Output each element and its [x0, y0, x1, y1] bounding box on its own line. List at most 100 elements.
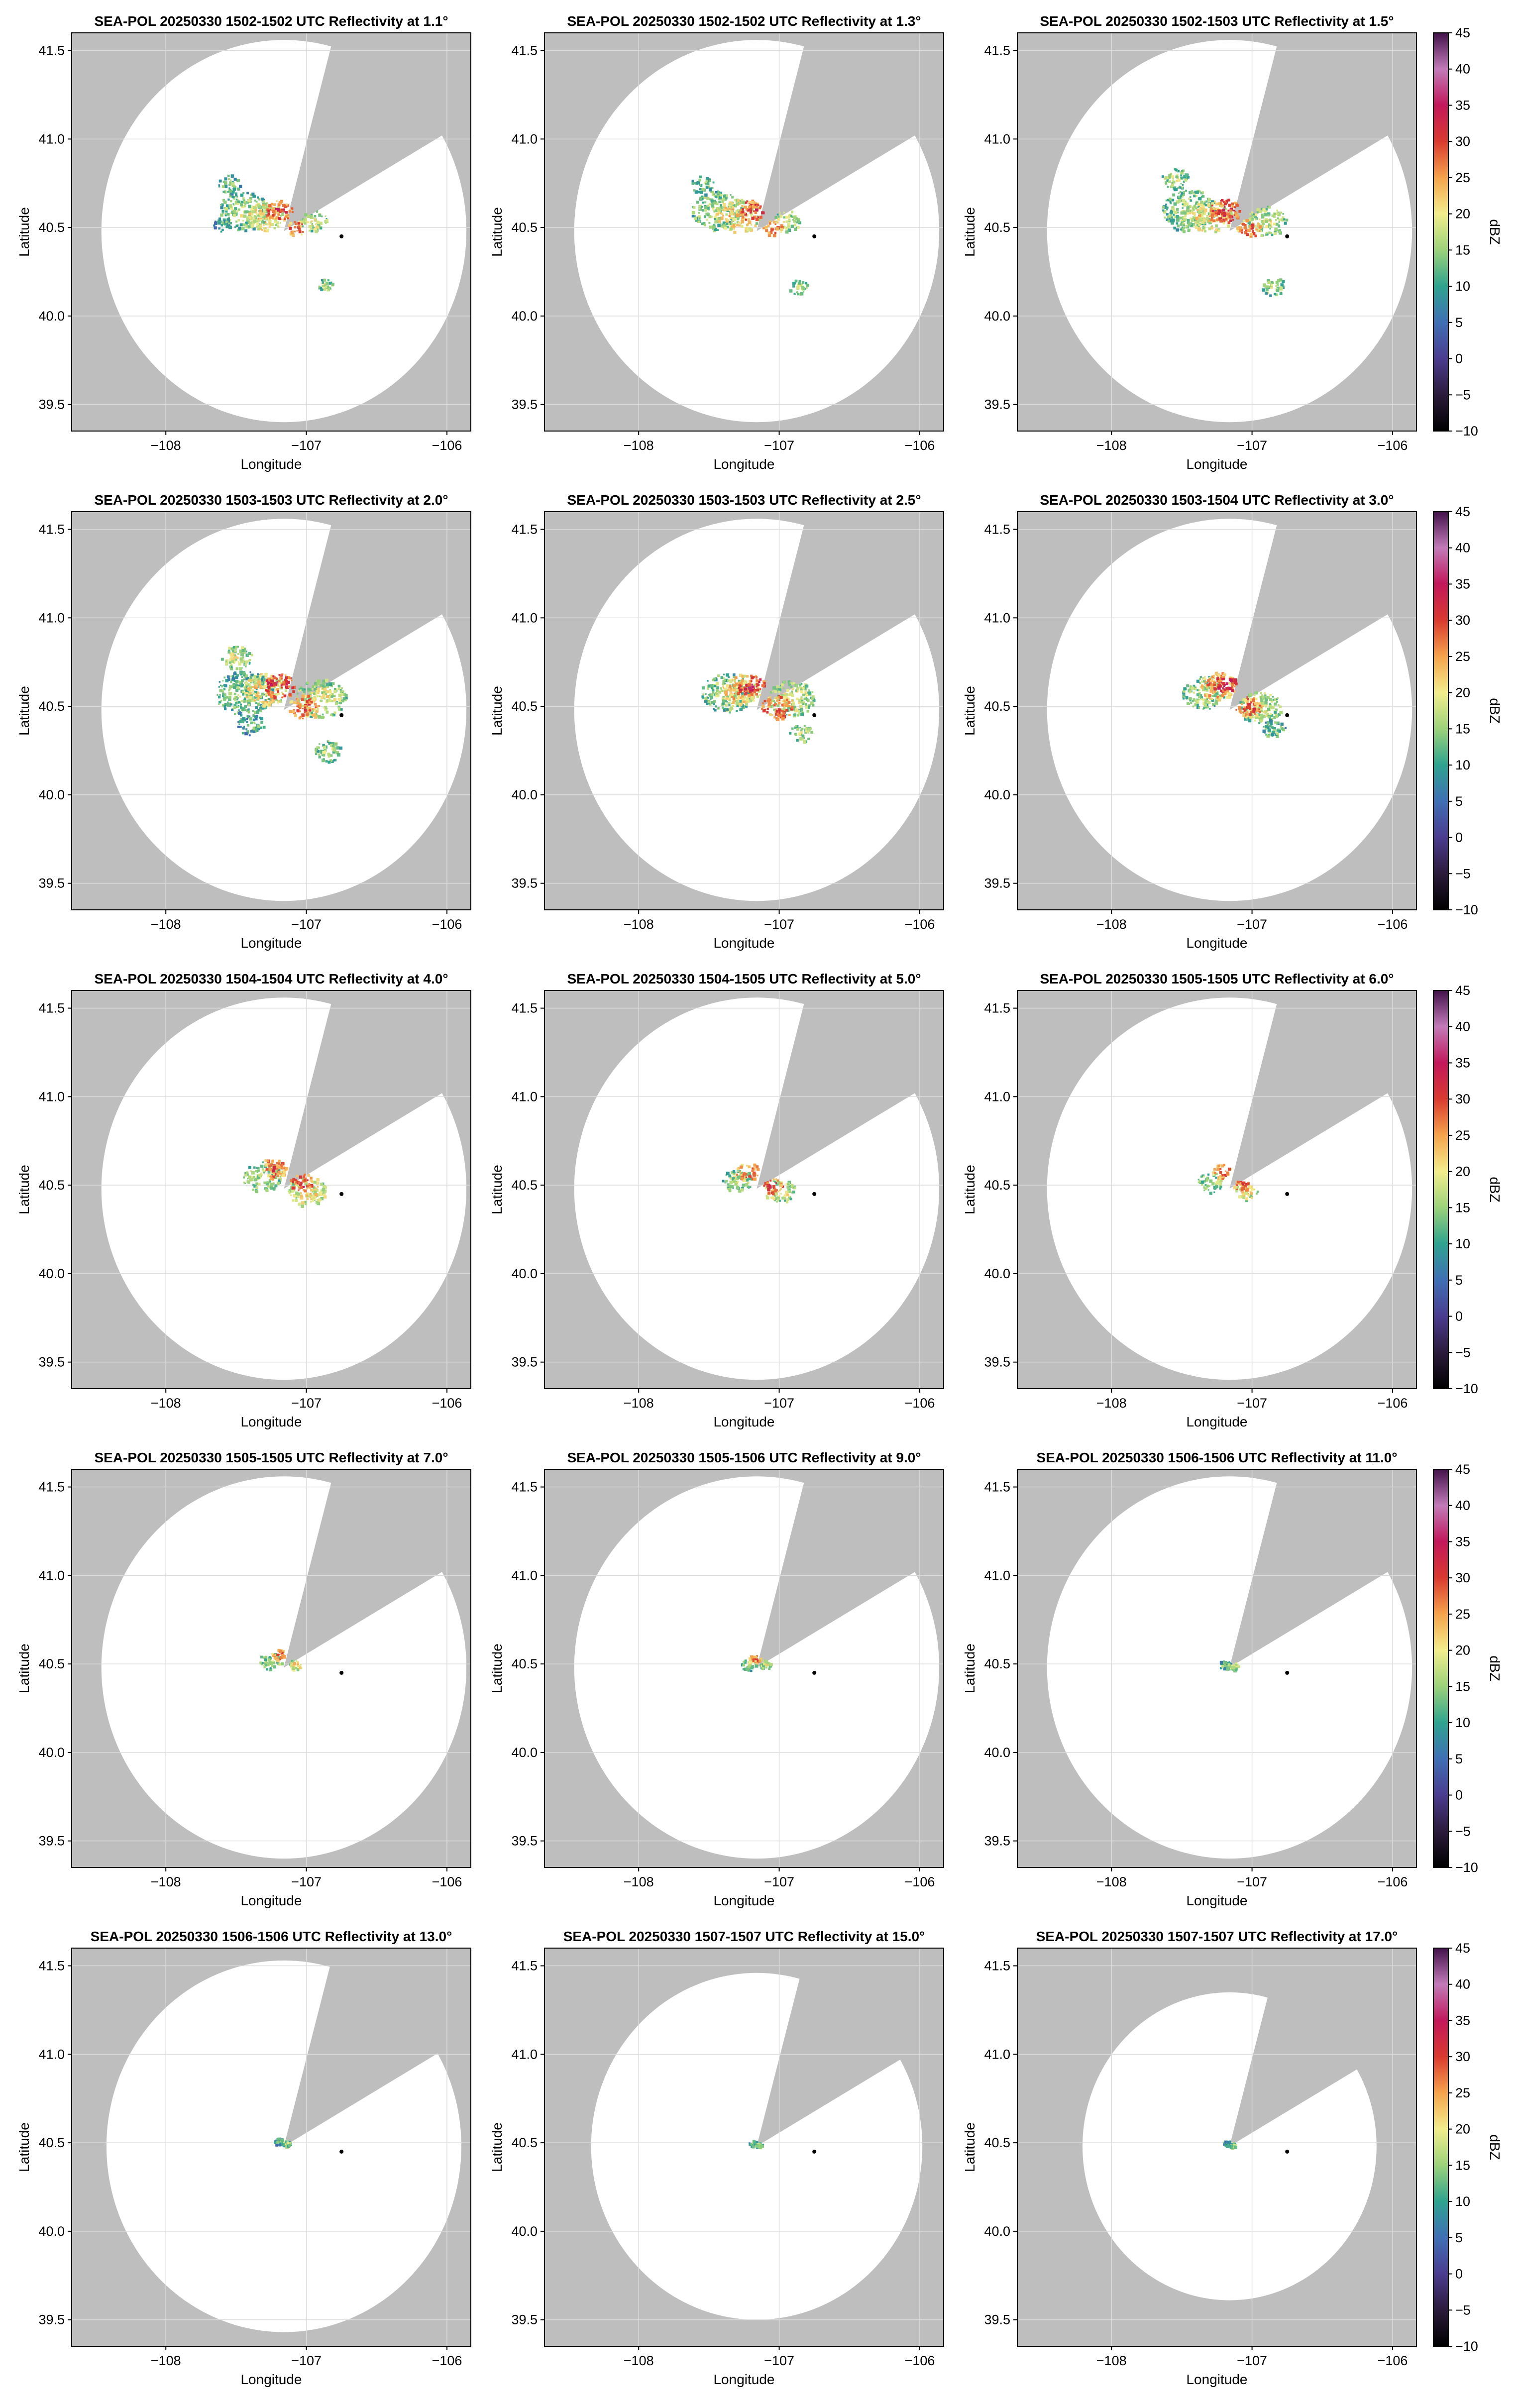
echo-pixel-c0: [1166, 213, 1169, 216]
echo-pixel-c2: [1225, 682, 1228, 685]
echo-pixel-c0: [256, 1175, 260, 1179]
echo-pixel-c0: [261, 692, 264, 696]
echo-pixel-c0: [1199, 676, 1202, 678]
x-tick-label: −108: [624, 438, 654, 453]
echo-pixel-c1: [1198, 223, 1200, 226]
echo-pixel-c4: [311, 712, 313, 714]
echo-pixel-c0: [230, 212, 232, 215]
echo-pixel-c0: [1196, 689, 1199, 691]
echo-pixel-c4: [1253, 707, 1256, 711]
echo-pixel-c4: [781, 710, 784, 713]
echo-pixel-c0: [244, 709, 246, 712]
echo-pixel-c0: [730, 218, 733, 220]
echo-pixel-c4: [1270, 226, 1273, 228]
echo-pixel-c0: [729, 211, 731, 213]
echo-pixel-c0: [731, 1171, 734, 1174]
echo-pixel-c2: [269, 681, 272, 684]
echo-pixel-c0: [238, 712, 241, 715]
echo-pixel-c4: [1246, 703, 1249, 706]
echo-pixel-c0: [246, 684, 248, 687]
echo-pixel-c1: [1210, 683, 1213, 686]
echo-pixel-c2: [744, 213, 748, 216]
echo-pixel-c0: [241, 676, 243, 678]
echo-pixel-c1: [270, 701, 273, 704]
echo-pixel-c1: [267, 1163, 270, 1166]
echo-pixel-c1: [1204, 694, 1207, 697]
echo-pixel-c2: [314, 1196, 317, 1199]
echo-pixel-c2: [272, 214, 275, 217]
echo-pixel-c2: [1250, 1188, 1254, 1191]
echo-pixel-c0: [708, 694, 710, 696]
echo-pixel-c0: [1192, 219, 1195, 222]
echo-pixel-c0: [244, 229, 248, 232]
echo-pixel-c3: [225, 662, 228, 665]
echo-pixel-c2: [314, 1187, 317, 1190]
echo-pixel-c1: [1204, 225, 1206, 227]
echo-pixel-c1: [748, 227, 752, 231]
echo-pixel-c0: [245, 221, 248, 225]
echo-pixel-c4: [1260, 224, 1264, 228]
y-tick-label: 41.5: [38, 43, 65, 58]
echo-pixel-c0: [1196, 704, 1199, 706]
echo-pixel-c1: [1213, 677, 1215, 679]
echo-pixel-c4: [1243, 706, 1246, 708]
echo-pixel-c0: [217, 694, 218, 696]
echo-pixel-c0: [251, 1176, 254, 1179]
echo-pixel-c6: [1263, 283, 1266, 287]
echo-pixel-c0: [1190, 218, 1193, 220]
echo-pixel-c3: [1256, 711, 1258, 713]
plot-area: [544, 990, 944, 1389]
echo-pixel-c2: [300, 1194, 303, 1198]
echo-pixel-c1: [734, 678, 736, 680]
echo-pixel-c0: [233, 672, 236, 675]
echo-pixel-c2: [270, 203, 273, 206]
echo-pixel-c1: [753, 699, 755, 702]
echo-pixel-c3: [711, 187, 714, 189]
echo-pixel-c3: [1270, 713, 1272, 715]
echo-pixel-c2: [741, 210, 745, 214]
echo-pixel-c2: [312, 1200, 315, 1202]
echo-pixel-c0: [735, 697, 737, 699]
echo-pixel-c1: [279, 222, 281, 224]
echo-pixel-c3: [299, 1183, 302, 1186]
echo-pixel-c4: [309, 692, 312, 694]
echo-pixel-c2: [276, 681, 278, 683]
colorbar-tick-label: −5: [1455, 387, 1471, 402]
echo-pixel-c4: [779, 215, 783, 218]
echo-pixel-c3: [233, 661, 235, 664]
echo-pixel-c1: [1197, 216, 1201, 220]
echo-pixel-c4: [1246, 711, 1249, 714]
echo-pixel-c1: [746, 214, 749, 217]
echo-pixel-c2: [758, 207, 761, 210]
y-tick-label: 41.0: [511, 131, 538, 146]
echo-pixel-c5: [301, 694, 305, 698]
echo-pixel-c5: [1275, 733, 1278, 736]
echo-pixel-c3: [1244, 717, 1248, 721]
echo-pixel-c4: [333, 711, 336, 714]
echo-pixel-c2: [267, 677, 271, 681]
echo-pixel-c0: [255, 218, 257, 219]
echo-pixel-c2: [789, 1185, 792, 1188]
echo-pixel-c3: [772, 686, 776, 690]
echo-pixel-c0: [1176, 200, 1180, 204]
echo-pixel-c1: [743, 679, 746, 683]
echo-pixel-c0: [711, 687, 713, 689]
echo-pixel-c5: [297, 222, 301, 225]
echo-pixel-c0: [260, 1655, 263, 1658]
echo-pixel-c4: [334, 688, 336, 690]
echo-pixel-c0: [726, 701, 728, 703]
echo-pixel-c1: [1209, 211, 1212, 214]
echo-pixel-c2: [277, 203, 281, 207]
echo-pixel-c2: [786, 1186, 789, 1189]
echo-pixel-c3: [772, 1193, 775, 1196]
echo-pixel-c6: [323, 758, 325, 760]
echo-pixel-c1: [735, 224, 737, 226]
echo-pixel-c1: [1211, 675, 1214, 678]
echo-pixel-c1: [256, 679, 259, 681]
echo-pixel-c2: [323, 1194, 325, 1196]
echo-pixel-c0: [1193, 193, 1195, 196]
echo-pixel-c0: [734, 222, 736, 225]
echo-pixel-c6: [1274, 293, 1277, 296]
echo-pixel-c6: [1279, 278, 1283, 282]
echo-pixel-c4: [1247, 221, 1251, 224]
